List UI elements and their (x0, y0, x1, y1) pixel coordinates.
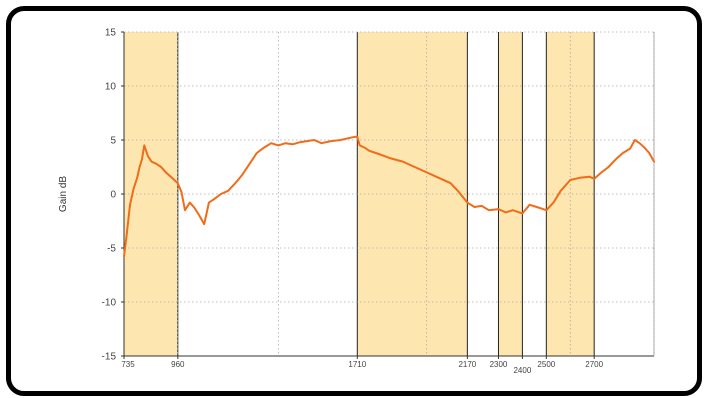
x-tick-label: 2170 (458, 360, 476, 369)
y-tick-label: 10 (105, 82, 117, 93)
y-axis-label: Gain dB (58, 176, 69, 212)
x-tick-label: 2700 (585, 360, 603, 369)
x-tick-label: 960 (171, 360, 185, 369)
x-tick-label: 735 (121, 360, 135, 369)
y-tick-label: -10 (102, 298, 117, 309)
x-tick-label: 2300 (490, 360, 508, 369)
x-tick-label: 2500 (537, 360, 555, 369)
highlight-band-4 (546, 32, 595, 356)
gain-series-line-1 (123, 135, 655, 258)
x-tick-label: 2400 (513, 366, 531, 375)
y-tick-label: 0 (110, 190, 116, 201)
highlight-band-3 (498, 32, 523, 356)
y-tick-label: -15 (102, 352, 117, 363)
y-tick-label: -5 (107, 244, 116, 255)
y-tick-label: 15 (105, 28, 117, 39)
x-tick-label: 1710 (348, 360, 366, 369)
y-tick-label: 5 (110, 136, 116, 147)
